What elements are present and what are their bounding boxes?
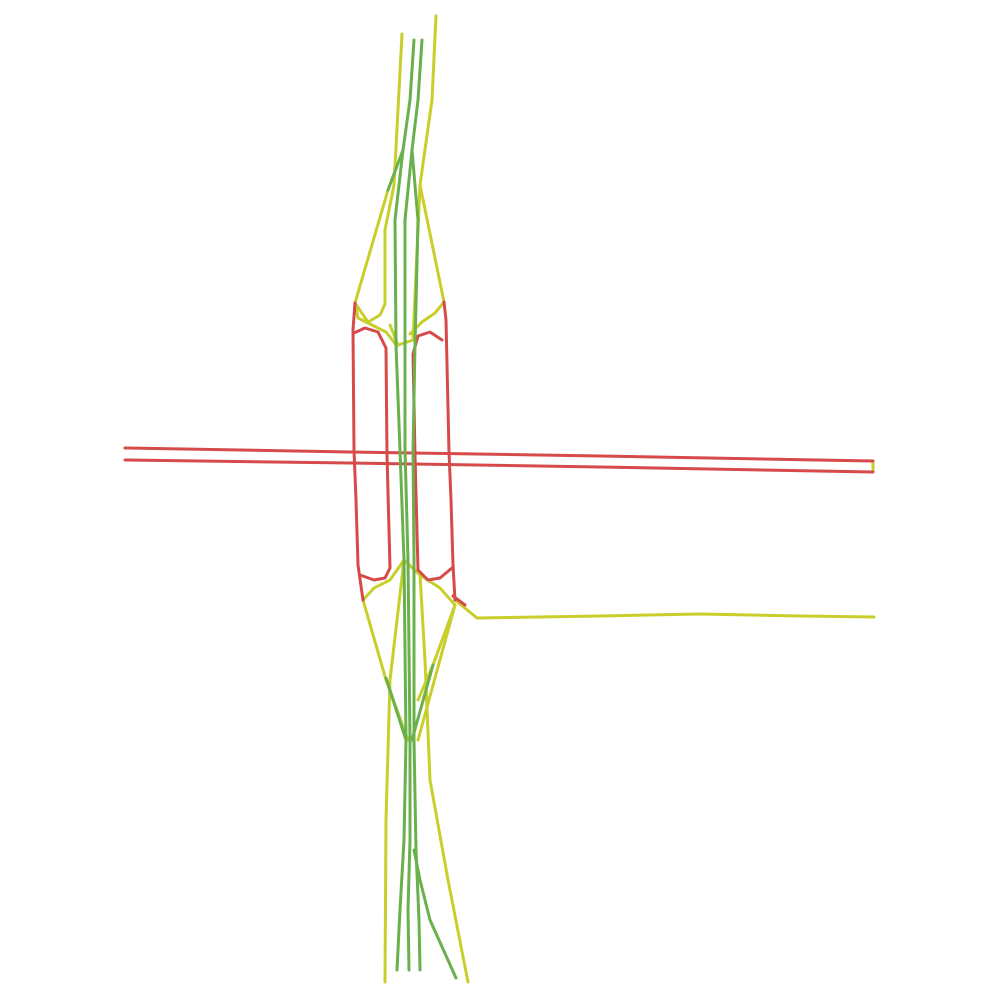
motorway-middle	[403, 38, 424, 972]
south-east-road	[402, 558, 457, 742]
east-loop-link	[451, 594, 467, 607]
red-road-layer	[123, 300, 875, 607]
motorway-north-west-split	[386, 148, 405, 192]
green-road-layer	[384, 38, 458, 980]
motorway-south-west-split	[384, 676, 408, 742]
north-east-ramp	[408, 183, 446, 336]
motorway-east	[410, 148, 422, 972]
north-west-ramp	[353, 301, 399, 348]
west-inner-loop	[352, 326, 392, 582]
north-west-road	[353, 32, 404, 324]
south-east-connector	[418, 573, 470, 984]
south-west-ramp	[361, 598, 410, 742]
motorway-south-branch	[412, 848, 458, 980]
east-outer-loop	[442, 300, 457, 602]
motorway-south-east-split	[410, 663, 435, 742]
west-outer-loop	[351, 301, 365, 602]
east-road	[453, 598, 876, 620]
main-road-north-carriageway	[123, 446, 875, 463]
motorway-west	[393, 38, 416, 972]
yellow-road-layer	[353, 14, 876, 984]
main-road-south-carriageway	[123, 458, 875, 474]
